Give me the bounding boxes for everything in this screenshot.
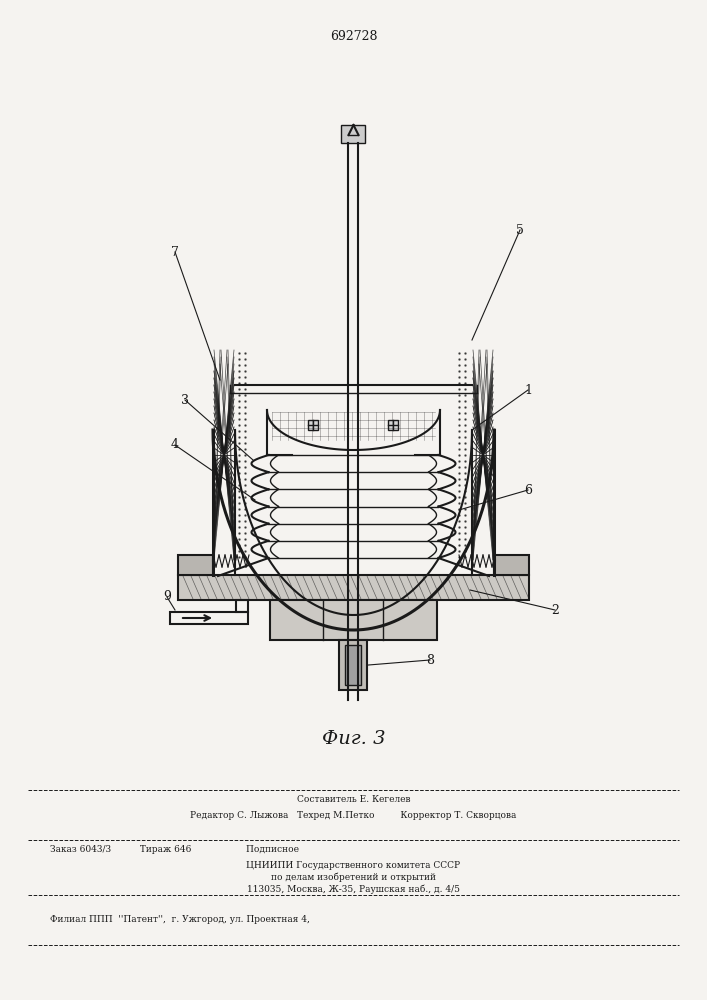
Bar bbox=[178, 555, 213, 575]
Bar bbox=[178, 575, 529, 600]
Text: 4: 4 bbox=[171, 438, 179, 452]
Bar bbox=[170, 612, 248, 624]
Text: 692728: 692728 bbox=[329, 30, 378, 43]
Text: Филиал ППП  ''Патент'',  г. Ужгород, ул. Проектная 4,: Филиал ППП ''Патент'', г. Ужгород, ул. П… bbox=[50, 916, 310, 924]
Text: ЦНИИПИ Государственного комитета СССР: ЦНИИПИ Государственного комитета СССР bbox=[247, 860, 460, 869]
Text: 3: 3 bbox=[181, 393, 189, 406]
Text: Фиг. 3: Фиг. 3 bbox=[322, 730, 385, 748]
Text: Редактор С. Лыжова   Техред М.Петко         Корректор Т. Скворцова: Редактор С. Лыжова Техред М.Петко Коррек… bbox=[190, 810, 517, 820]
Text: Составитель Е. Кегелев: Составитель Е. Кегелев bbox=[297, 796, 410, 804]
Bar bbox=[270, 600, 437, 640]
Bar bbox=[236, 600, 248, 612]
Text: 6: 6 bbox=[524, 484, 532, 496]
Text: Заказ 6043/3          Тираж 646                   Подписное: Заказ 6043/3 Тираж 646 Подписное bbox=[50, 846, 299, 854]
Text: 9: 9 bbox=[163, 590, 171, 603]
Text: 5: 5 bbox=[516, 224, 524, 236]
Bar bbox=[341, 125, 366, 143]
Bar bbox=[494, 555, 529, 575]
Text: 8: 8 bbox=[426, 654, 434, 666]
Text: 113035, Москва, Ж-35, Раушская наб., д. 4/5: 113035, Москва, Ж-35, Раушская наб., д. … bbox=[247, 884, 460, 894]
Text: по делам изобретений и открытий: по делам изобретений и открытий bbox=[271, 872, 436, 882]
Bar bbox=[308, 420, 318, 430]
Text: 7: 7 bbox=[171, 245, 179, 258]
Bar bbox=[389, 420, 399, 430]
Text: 1: 1 bbox=[524, 383, 532, 396]
Bar bbox=[339, 640, 368, 690]
Bar bbox=[346, 645, 361, 685]
Text: 2: 2 bbox=[551, 603, 559, 616]
